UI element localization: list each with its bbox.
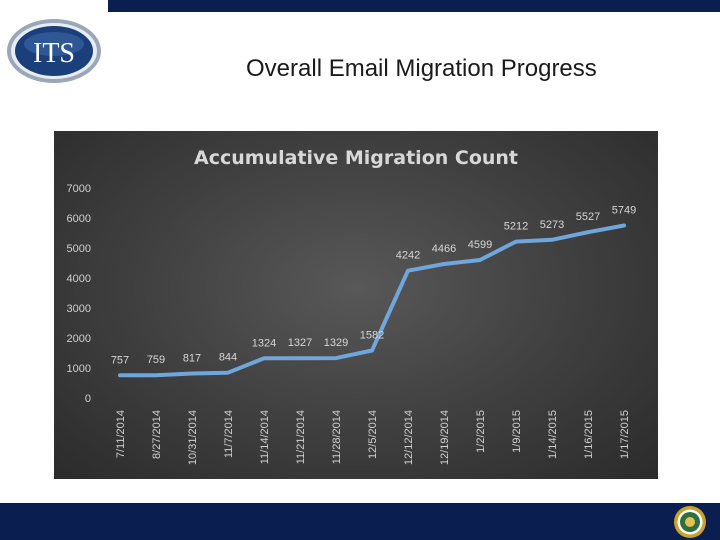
data-label: 5212 <box>504 221 528 233</box>
x-tick-label: 1/2/2015 <box>475 410 487 453</box>
data-label: 1329 <box>324 337 348 349</box>
x-tick-label: 11/14/2014 <box>259 410 271 464</box>
state-seal-icon <box>674 506 706 538</box>
migration-chart: Accumulative Migration Count 0 1000 2000 30… <box>67 147 637 465</box>
series-line <box>118 223 626 378</box>
x-tick-label: 1/17/2015 <box>619 410 631 459</box>
chart-panel: Accumulative Migration Count 0 1000 2000 30… <box>54 131 658 479</box>
y-tick-label: 6000 <box>67 213 91 225</box>
x-tick-label: 10/31/2014 <box>187 410 199 465</box>
y-tick-label: 2000 <box>67 333 91 345</box>
y-tick-label: 4000 <box>67 273 91 285</box>
data-label: 759 <box>147 354 165 366</box>
x-tick-label: 12/5/2014 <box>367 410 379 459</box>
x-tick-label: 11/21/2014 <box>295 410 307 464</box>
x-tick-label: 1/14/2015 <box>547 410 559 459</box>
data-label: 5749 <box>612 205 636 217</box>
y-tick-label: 0 <box>85 393 91 405</box>
x-tick-label: 12/19/2014 <box>439 410 451 465</box>
y-tick-label: 5000 <box>67 243 91 255</box>
x-tick-label: 7/11/2014 <box>115 410 127 458</box>
x-tick-label: 1/16/2015 <box>583 410 595 459</box>
data-label: 5527 <box>576 211 600 223</box>
x-tick-label: 11/7/2014 <box>223 410 235 458</box>
x-tick-label: 8/27/2014 <box>151 410 163 459</box>
data-label: 1324 <box>252 337 276 349</box>
y-tick-label: 1000 <box>67 363 91 375</box>
bottom-band <box>0 503 720 540</box>
x-tick-label: 11/28/2014 <box>331 410 343 464</box>
data-label: 4242 <box>396 250 420 262</box>
data-label: 817 <box>183 352 201 364</box>
its-logo: ITS <box>7 19 101 83</box>
chart-title: Accumulative Migration Count <box>194 147 518 169</box>
x-tick-label: 12/12/2014 <box>403 410 415 465</box>
x-tick-label: 1/9/2015 <box>511 410 523 453</box>
data-label: 757 <box>111 354 129 366</box>
logo-text: ITS <box>33 38 75 69</box>
data-label: 4599 <box>468 239 492 251</box>
data-label: 5273 <box>540 219 564 231</box>
data-label: 4466 <box>432 243 456 255</box>
data-label: 1327 <box>288 337 312 349</box>
data-label: 844 <box>219 352 237 364</box>
top-band <box>108 0 720 12</box>
data-label: 1582 <box>360 330 384 342</box>
y-tick-label: 7000 <box>67 183 91 195</box>
slide-title: Overall Email Migration Progress <box>246 55 597 82</box>
y-tick-label: 3000 <box>67 303 91 315</box>
